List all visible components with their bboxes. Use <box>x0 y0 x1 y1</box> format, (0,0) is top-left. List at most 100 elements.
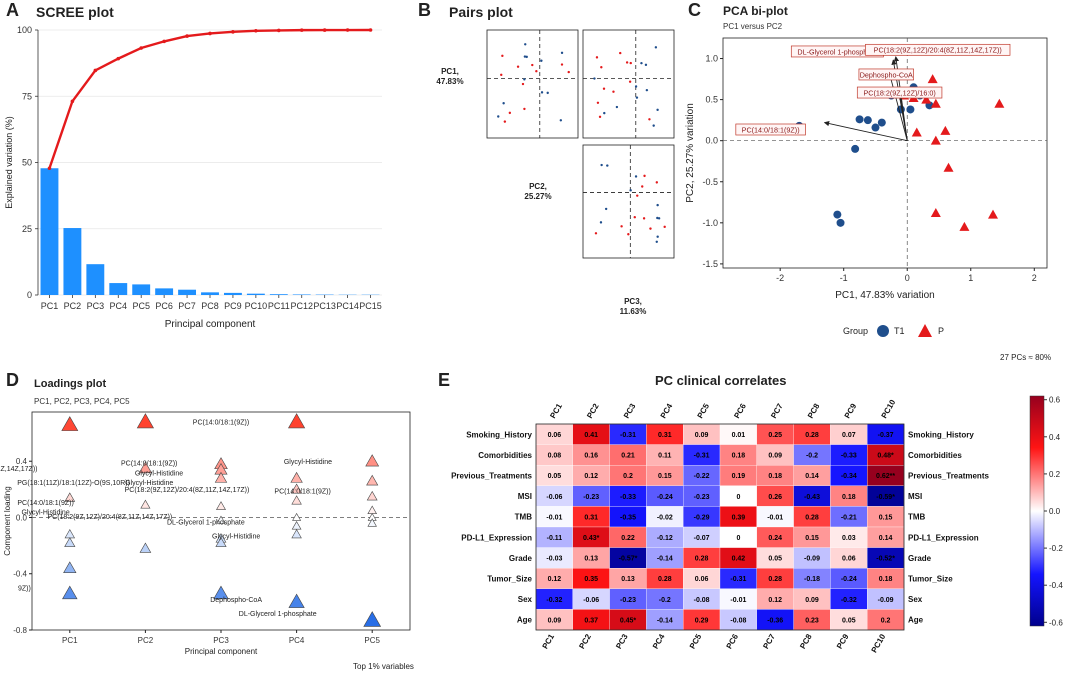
scree-bar <box>40 168 59 295</box>
heatmap-col-label-bottom: PC1 <box>541 632 557 650</box>
biplot-point-t1 <box>906 105 915 114</box>
heatmap-cell-label: -0.2 <box>659 597 671 604</box>
heatmap-col-label-top: PC8 <box>806 402 822 420</box>
biplot-point-t1 <box>877 118 886 127</box>
heatmap-cell-label: -0.52* <box>876 556 895 563</box>
heatmap-cell-label: 0.09 <box>548 617 562 624</box>
pairs-point <box>603 111 606 115</box>
pairs-point <box>497 115 500 118</box>
heatmap-col-label-bottom: PC7 <box>761 632 777 650</box>
heatmap-cell-label: 0.16 <box>584 453 598 460</box>
heatmap-cell-label: -0.33 <box>620 494 636 501</box>
pairs-point <box>649 227 652 230</box>
heatmap-cell-label: 0.14 <box>879 535 893 542</box>
pairs-point <box>620 225 623 228</box>
biplot-xtick-label: -2 <box>776 273 784 283</box>
heatmap-cell-label: 0.28 <box>768 576 782 583</box>
heatmap-cell-label: 0.26 <box>768 494 782 501</box>
heatmap-col-label-bottom: PC8 <box>798 632 814 650</box>
heatmap-cell-label: 0.07 <box>842 432 856 439</box>
heatmap-cell-label: -0.31 <box>694 453 710 460</box>
heatmap-row-label-left: Age <box>517 616 533 625</box>
heatmap-cell-label: -0.06 <box>546 494 562 501</box>
scree-bar <box>223 292 242 295</box>
loadings-xtick-label: PC1 <box>62 636 78 645</box>
scree-xtick-label: PC10 <box>245 301 268 311</box>
heatmap-title: PC clinical correlates <box>655 373 787 388</box>
loadings-point <box>290 471 303 483</box>
heatmap-cell-label: -0.35 <box>620 514 636 521</box>
pairs-point <box>648 118 651 121</box>
panel-label-b: B <box>418 0 431 20</box>
heatmap-row-label-left: Sex <box>518 595 533 604</box>
biplot-loading-label: PC(14:0/18:1(9Z)) <box>742 125 800 134</box>
pairs-point <box>645 88 649 92</box>
scree-xtick-label: PC5 <box>132 301 150 311</box>
pairs-point <box>546 91 549 95</box>
pairs-point <box>644 63 648 67</box>
pairs-point <box>634 175 638 178</box>
pairs-point <box>560 51 564 55</box>
scree-cumulative-point <box>368 28 373 32</box>
scree-xtick-label: PC2 <box>64 301 82 311</box>
biplot-point-t1 <box>855 115 864 124</box>
loadings-point <box>366 490 378 501</box>
pairs-point <box>595 56 599 59</box>
pairs-label-pc2: PC2, <box>529 182 547 191</box>
biplot-ylabel: PC2, 25.27% variation <box>685 103 696 203</box>
heatmap-cell-label: -0.14 <box>657 556 673 563</box>
loadings-point <box>216 501 226 510</box>
pairs-label-pc2-value: 25.27% <box>524 192 551 201</box>
heatmap-cell-label: -0.09 <box>878 597 894 604</box>
heatmap-cell-label: -0.12 <box>657 535 673 542</box>
pairs-point <box>600 66 603 69</box>
scree-ytick-label: 50 <box>22 158 32 168</box>
loadings-title: Loadings plot <box>34 378 107 390</box>
scree-bar <box>109 283 128 295</box>
scree-cumulative-point <box>116 56 121 61</box>
heatmap-cell-label: -0.06 <box>583 597 599 604</box>
loadings-point <box>62 585 78 600</box>
heatmap-cell-label: -0.01 <box>546 514 562 521</box>
heatmap-col-label-top: PC7 <box>769 402 785 420</box>
loadings-point <box>139 542 152 553</box>
pairs-point <box>523 78 526 81</box>
scree-cumulative-point <box>254 28 258 33</box>
heatmap-row-label-left: Tumor_Size <box>487 575 532 584</box>
heatmap-cell-label: -0.23 <box>583 494 599 501</box>
biplot-title: PCA bi-plot <box>723 4 788 18</box>
biplot-point-t1 <box>833 210 842 219</box>
pairs-point <box>629 61 632 65</box>
heatmap-col-label-bottom: PC4 <box>651 632 667 650</box>
scree-title: SCREE plot <box>36 4 114 20</box>
heatmap-row-label-right: Previous_Treatments <box>908 472 989 481</box>
biplot-loading-label: PC(18:2(9Z,12Z)/16:0) <box>863 88 935 97</box>
scree-cumulative-point <box>345 28 350 32</box>
scree-xtick-label: PC12 <box>290 301 313 311</box>
biplot-footnote: 27 PCs ≈ 80% <box>1000 353 1052 362</box>
biplot-chart: -2 -1 0 1 2 -1.5 -1.0 -0.5 0.0 0.5 1.0 PC1, 47.83% … <box>685 37 1048 337</box>
pairs-point <box>559 119 563 122</box>
heatmap-colorbar-label: 0.0 <box>1049 507 1061 516</box>
heatmap-cell-label: 0.18 <box>842 494 856 501</box>
loadings-point <box>215 537 227 547</box>
heatmap-row-label-left: Grade <box>509 554 533 563</box>
pairs-point <box>641 185 644 188</box>
heatmap-cell-label: 0.43* <box>583 535 600 542</box>
heatmap-cell-label: -0.11 <box>547 535 563 542</box>
biplot-loading-box <box>858 68 914 81</box>
biplot-loading-label: DL-Glycerol 1-phosphate <box>797 47 877 56</box>
heatmap-cell-label: -0.08 <box>694 597 710 604</box>
scree-xtick-label: PC3 <box>87 301 105 311</box>
biplot-point-p <box>921 94 932 104</box>
loadings-annotation: Glycyl-Histidine <box>21 510 69 517</box>
pairs-panel <box>486 29 579 139</box>
scree-bar <box>63 228 82 295</box>
pairs-point <box>643 174 646 178</box>
heatmap-cell-label: 0.35 <box>584 576 598 583</box>
scree-xtick-label: PC7 <box>178 301 196 311</box>
heatmap-cell-label: -0.29 <box>694 514 710 521</box>
heatmap-cell-label: 0 <box>736 494 740 501</box>
biplot-ytick-label: 0.5 <box>705 95 718 105</box>
heatmap-row-label-right: Grade <box>908 554 932 563</box>
